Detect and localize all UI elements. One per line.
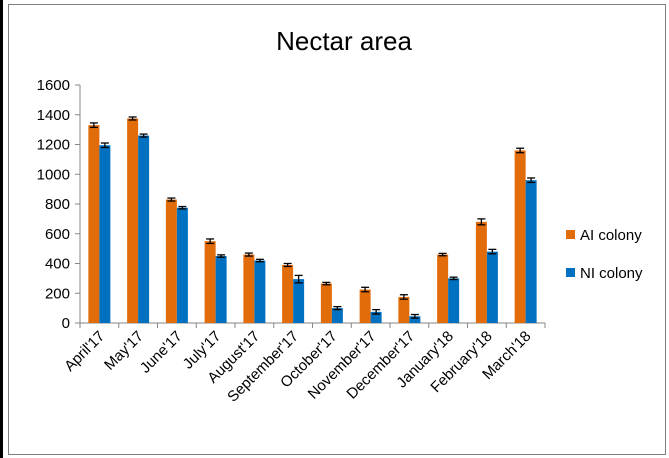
- bar-ai-colony: [398, 296, 410, 323]
- left-edge-border: [0, 0, 3, 458]
- bar-ni-colony: [254, 260, 266, 323]
- legend-swatch: [566, 268, 575, 277]
- y-tick-label: 200: [45, 285, 70, 302]
- bar-ai-colony: [437, 254, 449, 323]
- chart-title: Nectar area: [276, 26, 412, 56]
- y-tick-label: 600: [45, 226, 70, 243]
- bar-ni-colony: [215, 256, 227, 323]
- legend-label: AI colony: [580, 227, 642, 244]
- bar-ai-colony: [243, 254, 255, 323]
- legend-swatch: [566, 230, 575, 239]
- bar-ai-colony: [359, 289, 371, 323]
- y-tick-label: 1200: [37, 137, 70, 154]
- bar-ni-colony: [370, 311, 382, 323]
- bar-ni-colony: [99, 145, 111, 323]
- bar-ai-colony: [165, 199, 177, 323]
- bar-ai-colony: [320, 283, 332, 323]
- y-tick-label: 0: [62, 315, 70, 332]
- y-tick-label: 1400: [37, 107, 70, 124]
- y-tick-label: 1600: [37, 77, 70, 94]
- bar-ai-colony: [127, 118, 139, 323]
- bar-ai-colony: [514, 150, 526, 323]
- bar-ni-colony: [331, 308, 343, 323]
- bars: [88, 116, 537, 323]
- bar-ni-colony: [138, 135, 150, 323]
- bar-ni-colony: [293, 279, 305, 323]
- y-tick-label: 400: [45, 256, 70, 273]
- x-axis: April'17May'17June'17July'17August'17Sep…: [61, 322, 546, 406]
- legend: AI colony NI colony: [566, 227, 643, 282]
- bar-ni-colony: [409, 316, 421, 323]
- bar-ni-colony: [448, 278, 460, 323]
- legend-label: NI colony: [580, 265, 643, 282]
- bar-ni-colony: [525, 180, 537, 323]
- x-tick-label: April'17: [61, 328, 108, 375]
- bar-ai-colony: [282, 264, 294, 323]
- x-tick-label: June'17: [137, 328, 186, 377]
- bar-ai-colony: [88, 125, 100, 323]
- bar-ai-colony: [475, 221, 487, 323]
- bar-ni-colony: [486, 251, 498, 323]
- y-axis: 0 200 400 600 800 1000 1200 1400 1600: [37, 77, 81, 332]
- bar-ai-colony: [204, 241, 216, 323]
- bar-ni-colony: [176, 207, 188, 323]
- chart-area: [8, 4, 666, 455]
- y-tick-label: 1000: [37, 166, 70, 183]
- y-tick-label: 800: [45, 196, 70, 213]
